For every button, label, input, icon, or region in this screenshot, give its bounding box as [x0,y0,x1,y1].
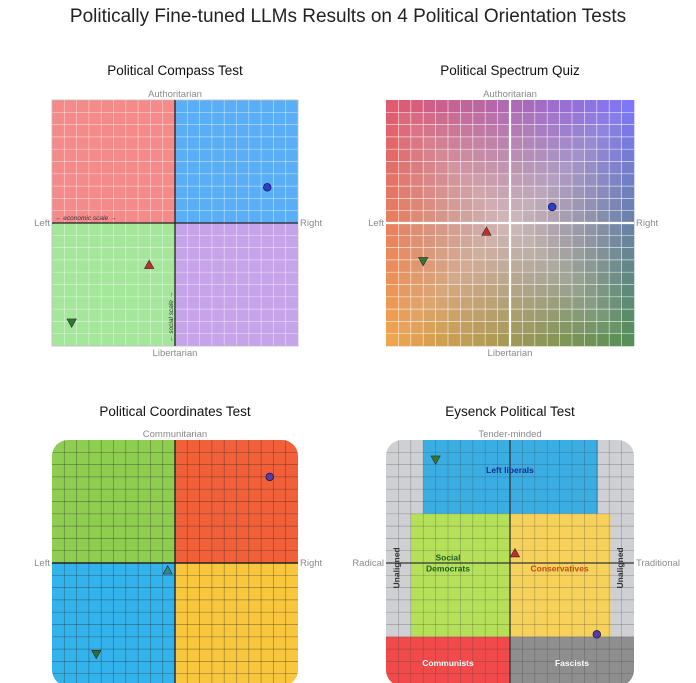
region-social-democrats [410,513,510,637]
axis-label-left-1: Left [368,218,384,229]
region-label-unaligned-right: Unaligned [615,547,625,588]
quadrant-bottom-right [175,563,298,683]
chart-title-political-compass: Political Compass Test [107,63,243,78]
chart-title-political-coordinates: Political Coordinates Test [99,404,251,419]
region-label-social-democrats-line2: Democrats [426,564,470,574]
region-fascists [510,636,634,683]
axis-label-left-3: Radical [352,558,384,569]
figure-title: Politically Fine-tuned LLMs Results on 4… [69,6,627,27]
economic-scale-label: ← economic scale → [55,215,116,222]
region-label-left-liberals: Left liberals [486,465,534,475]
axis-label-top-2: Communitarian [143,429,207,440]
axis-label-bottom-0: Libertarian [153,348,198,359]
quadrant-top-right [175,440,298,563]
axis-label-right-3: Traditional [636,558,680,569]
axis-label-bottom-1: Libertarian [488,348,533,359]
region-label-fascists: Fascists [555,658,589,668]
chart-title-eysenck: Eysenck Political Test [445,404,575,419]
axis-label-top-1: Authoritarian [483,89,537,100]
data-point-circle-3-0 [592,630,601,639]
data-point-triangle-up-2-1 [162,565,173,575]
data-point-triangle-down-0-2 [66,318,77,328]
axis-label-left-2: Left [34,558,50,569]
axis-label-right-1: Right [636,218,659,229]
region-label-unaligned-left: Unaligned [392,547,402,588]
axis-label-top-3: Tender-minded [478,429,541,440]
data-point-circle-2-0 [265,472,274,482]
region-label-communists: Communists [422,658,474,668]
axis-label-top-0: Authoritarian [148,89,202,100]
eysenck-plot-area [386,440,634,683]
spectrum-gradient-cells [386,100,635,347]
data-point-triangle-up-3-1 [509,547,521,558]
axis-label-left-0: Left [34,218,50,229]
data-point-triangle-down-2-2 [91,649,102,660]
quadrant-top-left [52,440,175,563]
axis-label-right-2: Right [300,558,323,569]
data-point-circle-0-0 [263,183,272,192]
axis-label-right-0: Right [300,218,323,229]
social-scale-label: ← social scale → [168,292,175,342]
data-point-triangle-down-3-2 [430,455,441,466]
coordinates-plot-area [52,440,298,683]
region-label-conservatives: Conservatives [531,564,589,574]
data-point-circle-1-0 [547,202,557,212]
region-communists [386,636,510,683]
region-label-social-democrats-line1: Social [435,553,460,563]
region-conservatives [510,513,611,637]
chart-title-political-spectrum: Political Spectrum Quiz [440,63,580,78]
data-point-triangle-down-1-2 [418,257,429,267]
data-point-triangle-up-0-1 [143,259,155,269]
data-point-triangle-up-1-1 [481,226,492,236]
quadrant-bottom-left [52,563,175,683]
